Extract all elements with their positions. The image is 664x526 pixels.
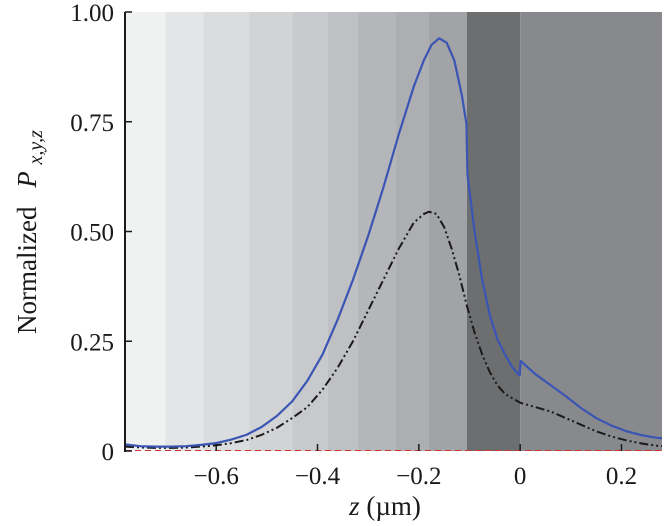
y-axis-subscript: x,y,z bbox=[25, 130, 47, 166]
x-axis-unit: (µm) bbox=[366, 491, 421, 521]
y-tick-label-1: 0.25 bbox=[70, 329, 114, 356]
x-axis-ticks: −0.6 −0.4 −0.2 0 0.2 bbox=[194, 444, 637, 490]
y-axis-ticks: 0 0.25 0.50 0.75 1.00 bbox=[70, 0, 132, 466]
series-line-0 bbox=[125, 37, 662, 448]
background-band-1 bbox=[165, 12, 204, 451]
x-tick-label-0: −0.6 bbox=[194, 463, 239, 490]
y-tick-label-4: 1.00 bbox=[70, 0, 114, 27]
series-layer bbox=[125, 37, 662, 451]
x-tick-label-4: 0.2 bbox=[606, 463, 637, 490]
background-band-6 bbox=[358, 12, 397, 451]
series-line-1 bbox=[125, 210, 662, 449]
background-bands bbox=[125, 12, 662, 451]
y-axis-var: P bbox=[12, 171, 42, 189]
background-band-10 bbox=[520, 12, 662, 451]
y-tick-label-2: 0.50 bbox=[70, 220, 114, 247]
background-band-7 bbox=[396, 12, 429, 451]
background-band-3 bbox=[249, 12, 293, 451]
y-axis-prefix: Normalized bbox=[12, 206, 42, 334]
x-tick-label-2: −0.2 bbox=[396, 463, 441, 490]
y-axis-title: Normalized P x,y,z bbox=[12, 130, 47, 334]
background-band-5 bbox=[327, 12, 359, 451]
background-band-2 bbox=[203, 12, 250, 451]
y-tick-label-3: 0.75 bbox=[70, 110, 114, 137]
x-tick-label-1: −0.4 bbox=[295, 463, 341, 490]
background-band-4 bbox=[292, 12, 328, 451]
x-tick-label-3: 0 bbox=[514, 463, 527, 490]
y-tick-label-0: 0 bbox=[102, 439, 115, 466]
x-axis-var: z bbox=[348, 491, 360, 521]
x-axis-title: z (µm) bbox=[348, 491, 421, 521]
background-band-8 bbox=[428, 12, 467, 451]
